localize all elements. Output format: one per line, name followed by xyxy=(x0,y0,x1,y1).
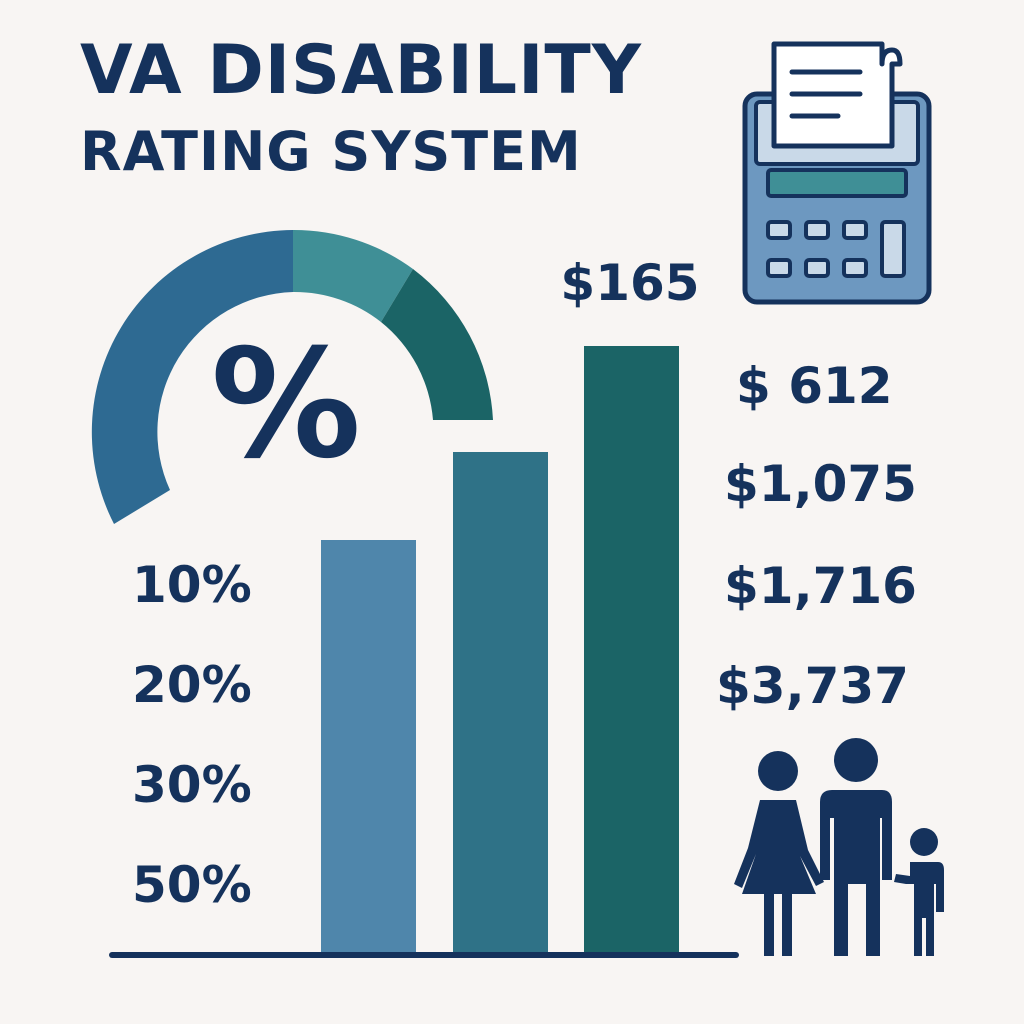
page-title: VA DISABILITY RATING SYSTEM xyxy=(80,28,642,190)
rating-item: 20% xyxy=(132,656,252,714)
rating-item: 50% xyxy=(132,856,252,914)
rating-list: 10% 20% 30% 50% xyxy=(132,548,252,948)
gauge-segment-1 xyxy=(91,230,293,524)
bar-data-label: $165 xyxy=(560,254,699,312)
gauge-segment-2 xyxy=(293,229,413,322)
rating-item: 10% xyxy=(132,556,252,614)
family-icon xyxy=(734,738,944,956)
rating-item: 30% xyxy=(132,756,252,814)
chart-bar xyxy=(321,540,416,952)
chart-bar xyxy=(453,452,548,952)
title-line-2: RATING SYSTEM xyxy=(80,120,582,183)
chart-bar xyxy=(584,346,679,952)
title-line-1: VA DISABILITY xyxy=(80,31,643,110)
gauge-segment-3 xyxy=(381,269,493,420)
percent-gauge-icon: % xyxy=(91,229,493,524)
percent-symbol: % xyxy=(211,318,361,492)
calculator-icon xyxy=(742,41,932,305)
